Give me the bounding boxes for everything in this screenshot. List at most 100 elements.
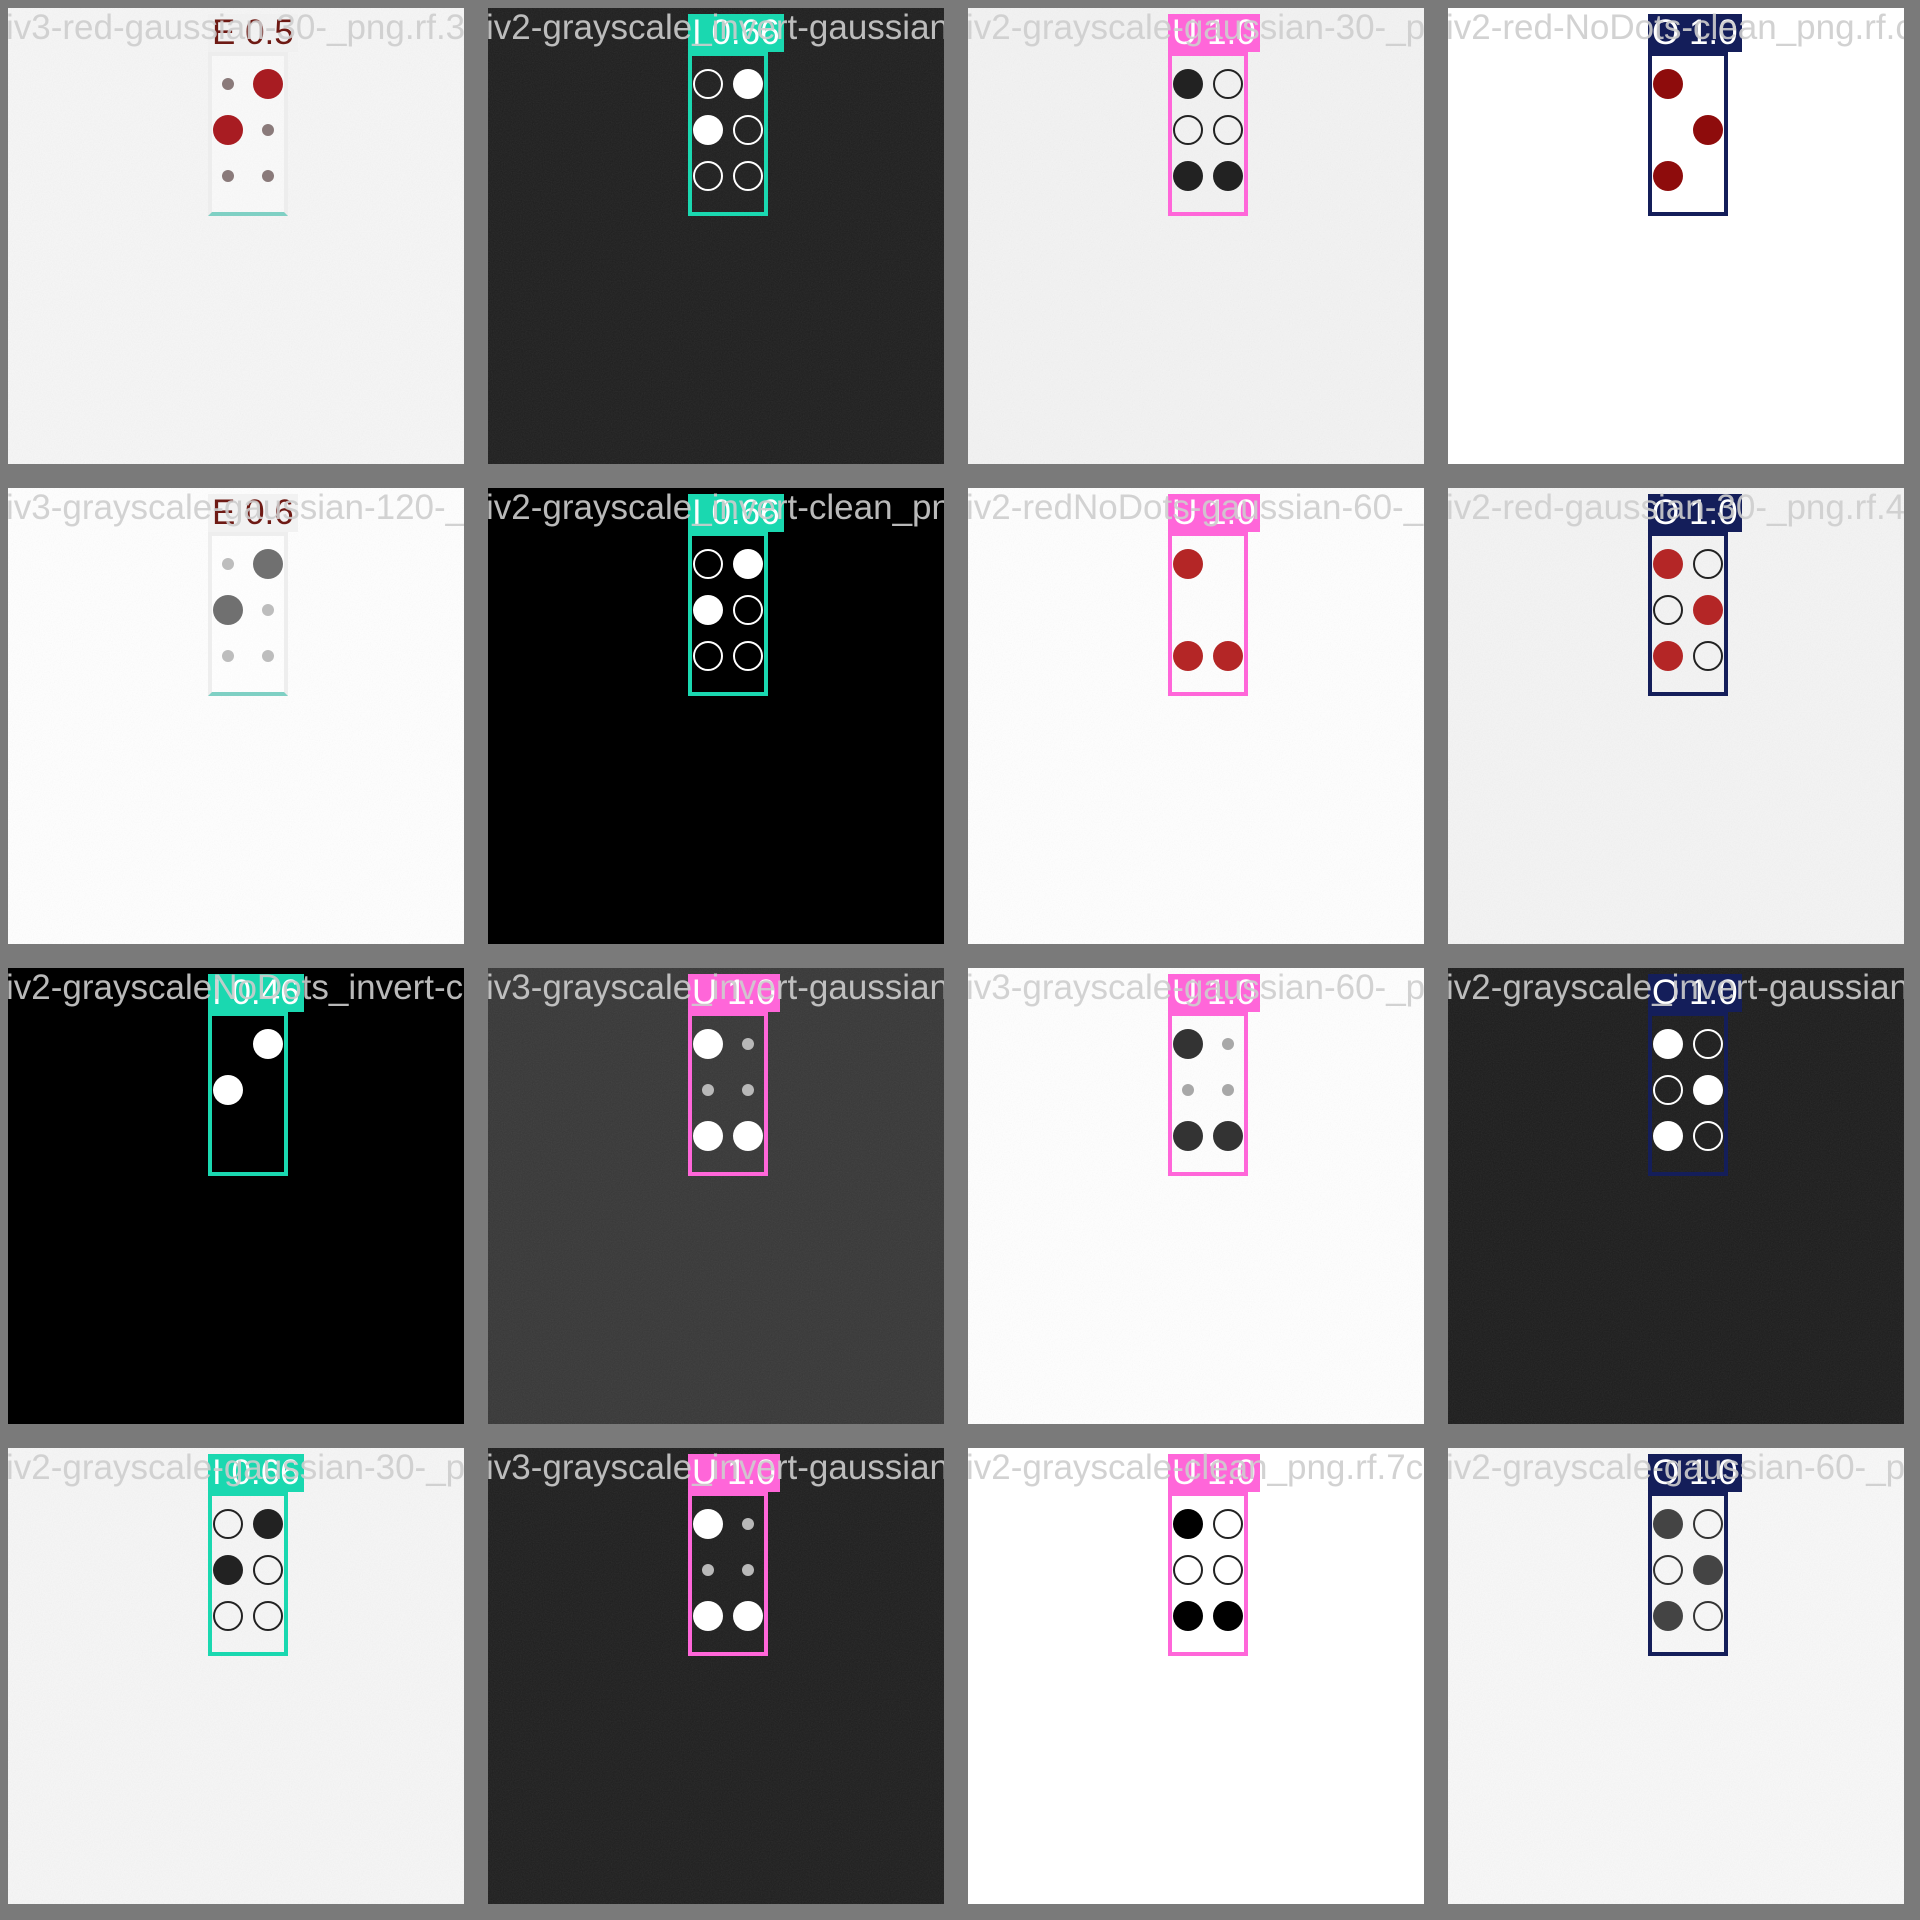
sample-image bbox=[8, 968, 464, 1424]
empty-braille-dot bbox=[733, 161, 763, 191]
braille-dot bbox=[693, 1509, 723, 1539]
braille-dot bbox=[222, 650, 234, 662]
class-label: E 0.5 bbox=[208, 14, 298, 52]
braille-dot bbox=[262, 124, 274, 136]
sample-tile: I 0.66iv2-grayscale-gaussian-30-_png.rf.… bbox=[8, 1448, 464, 1904]
class-label: U 1.0 bbox=[1168, 974, 1260, 1012]
braille-dot bbox=[1173, 161, 1203, 191]
empty-braille-dot bbox=[253, 1601, 283, 1631]
empty-braille-dot bbox=[1213, 69, 1243, 99]
empty-braille-dot bbox=[1213, 115, 1243, 145]
braille-dot bbox=[213, 595, 243, 625]
empty-braille-dot bbox=[1693, 641, 1723, 671]
braille-dot bbox=[222, 78, 234, 90]
braille-dot bbox=[213, 115, 243, 145]
braille-dot bbox=[1182, 1084, 1194, 1096]
sample-tile: U 1.0iv3-grayscale_invert-gaussian-30-_p… bbox=[488, 1448, 944, 1904]
empty-braille-dot bbox=[693, 69, 723, 99]
empty-braille-dot bbox=[1653, 1555, 1683, 1585]
class-label: O 1.0 bbox=[1648, 494, 1742, 532]
braille-dot bbox=[253, 549, 283, 579]
braille-dot bbox=[1222, 1084, 1234, 1096]
braille-dot bbox=[1653, 1029, 1683, 1059]
braille-dot bbox=[742, 1564, 754, 1576]
detection-box bbox=[208, 1012, 288, 1176]
empty-braille-dot bbox=[1653, 595, 1683, 625]
detection-box bbox=[208, 1492, 288, 1656]
empty-braille-dot bbox=[1213, 1555, 1243, 1585]
braille-dot bbox=[693, 1601, 723, 1631]
sample-tile: U 1.0iv3-grayscale_invert-gaussian-60-_p… bbox=[488, 968, 944, 1424]
class-label: O 1.0 bbox=[1648, 14, 1742, 52]
braille-dot bbox=[262, 650, 274, 662]
empty-braille-dot bbox=[1653, 1075, 1683, 1105]
empty-braille-dot bbox=[1693, 1509, 1723, 1539]
braille-dot bbox=[693, 115, 723, 145]
braille-dot bbox=[1173, 1121, 1203, 1151]
braille-dot bbox=[733, 549, 763, 579]
class-label: I 0.66 bbox=[688, 494, 784, 532]
class-label: U 1.0 bbox=[1168, 1454, 1260, 1492]
sample-tile: U 1.0iv3-grayscale-gaussian-60-_png.rf.d… bbox=[968, 968, 1424, 1424]
braille-dot bbox=[733, 1601, 763, 1631]
sample-tile: E 0.6iv3-grayscale-gaussian-120-_png.rf.… bbox=[8, 488, 464, 944]
sample-tile: O 1.0 iv2-grayscale_invert-gaussian bbox=[1448, 968, 1904, 1424]
braille-dot bbox=[1213, 641, 1243, 671]
braille-dot bbox=[222, 558, 234, 570]
braille-dot bbox=[1693, 1555, 1723, 1585]
class-label: I 0.46 bbox=[208, 974, 304, 1012]
sample-tile: I 0.66iv2-grayscale_invert-gaussian-30-_… bbox=[488, 8, 944, 464]
sample-tile: I 0.66iv2-grayscale_invert-clean_png.rf.… bbox=[488, 488, 944, 944]
empty-braille-dot bbox=[693, 161, 723, 191]
braille-dot bbox=[742, 1038, 754, 1050]
detection-box bbox=[1168, 52, 1248, 216]
empty-braille-dot bbox=[253, 1555, 283, 1585]
braille-dot bbox=[1693, 595, 1723, 625]
braille-dot bbox=[733, 69, 763, 99]
braille-dot bbox=[733, 1121, 763, 1151]
detection-box bbox=[1648, 52, 1728, 216]
class-label: U 1.0 bbox=[1168, 14, 1260, 52]
braille-dot bbox=[1173, 69, 1203, 99]
empty-braille-dot bbox=[213, 1509, 243, 1539]
braille-dot bbox=[1653, 641, 1683, 671]
empty-braille-dot bbox=[1693, 1601, 1723, 1631]
class-label: U 1.0 bbox=[688, 1454, 780, 1492]
braille-dot bbox=[1213, 1601, 1243, 1631]
empty-braille-dot bbox=[733, 115, 763, 145]
braille-dot bbox=[1653, 161, 1683, 191]
braille-dot bbox=[253, 69, 283, 99]
detection-box bbox=[688, 1492, 768, 1656]
braille-dot bbox=[1173, 549, 1203, 579]
braille-dot bbox=[1653, 549, 1683, 579]
braille-dot bbox=[213, 1555, 243, 1585]
class-label: O 1.0 bbox=[1648, 1454, 1742, 1492]
braille-dot bbox=[262, 604, 274, 616]
detection-box bbox=[1168, 532, 1248, 696]
detection-box bbox=[1168, 1012, 1248, 1176]
detection-box bbox=[1648, 1012, 1728, 1176]
empty-braille-dot bbox=[733, 595, 763, 625]
braille-dot bbox=[1173, 1029, 1203, 1059]
sample-tile: U 1.0iv2-grayscale-clean_png.rf.7c122d8e… bbox=[968, 1448, 1424, 1904]
empty-braille-dot bbox=[1693, 549, 1723, 579]
class-label: E 0.6 bbox=[208, 494, 298, 532]
empty-braille-dot bbox=[1173, 115, 1203, 145]
braille-dot bbox=[1693, 1075, 1723, 1105]
detection-box bbox=[1168, 1492, 1248, 1656]
braille-dot bbox=[1222, 1038, 1234, 1050]
empty-braille-dot bbox=[1693, 1029, 1723, 1059]
empty-braille-dot bbox=[1173, 1555, 1203, 1585]
braille-dot bbox=[693, 1121, 723, 1151]
sample-tile: E 0.5iv3-red-gaussian-30-_png.rf.3f15314… bbox=[8, 8, 464, 464]
braille-dot bbox=[693, 1029, 723, 1059]
braille-dot bbox=[702, 1564, 714, 1576]
braille-dot bbox=[1653, 1509, 1683, 1539]
class-label: O 1.0 bbox=[1648, 974, 1742, 1012]
braille-dot bbox=[262, 170, 274, 182]
detection-box bbox=[688, 532, 768, 696]
